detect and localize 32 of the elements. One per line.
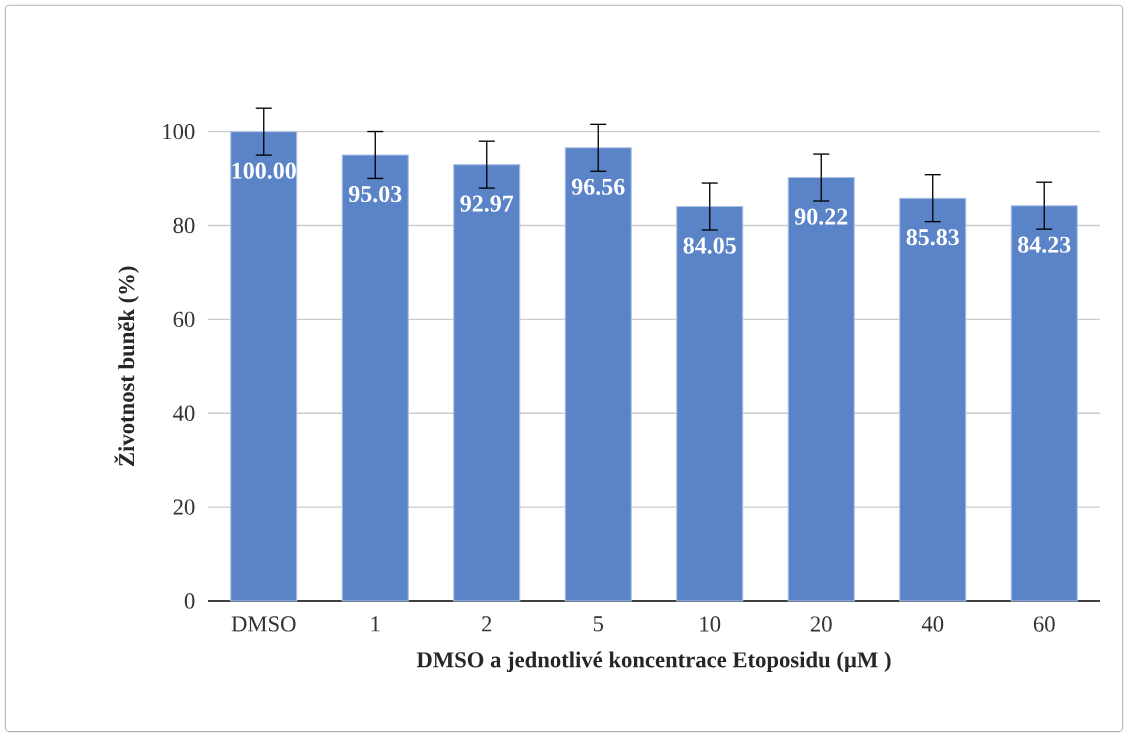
x-tick-label: 60: [1033, 616, 1055, 632]
data-label: 100.00: [232, 162, 296, 179]
y-tick-label: 100: [163, 124, 195, 140]
y-axis-title: Životnost buněk (%): [114, 266, 139, 466]
data-label: 92.97: [460, 195, 514, 212]
y-tick-label: 20: [173, 499, 195, 515]
x-axis-title: DMSO a jednotlivé koncentrace Etoposidu (µM ): [416, 651, 891, 673]
y-tick-label: 0: [184, 593, 195, 609]
y-tick-label: 80: [173, 217, 195, 234]
x-tick-label: DMSO: [231, 616, 296, 632]
bar: [787, 177, 855, 602]
bar: [899, 197, 967, 602]
bar: [564, 147, 632, 602]
y-tick-label: 60: [173, 311, 195, 328]
x-tick-label: 40: [921, 616, 944, 632]
bar: [230, 131, 298, 602]
data-label: 84.05: [683, 237, 736, 254]
y-tick-label: 40: [173, 405, 195, 421]
bar: [341, 154, 409, 602]
x-tick-label: 1: [371, 616, 380, 632]
bar: [676, 205, 744, 602]
x-tick-label: 2: [482, 616, 492, 632]
x-tick-label: 10: [700, 616, 721, 632]
data-label: 96.56: [571, 178, 625, 195]
data-label: 84.23: [1018, 236, 1071, 253]
bar: [453, 164, 521, 602]
data-label: 90.22: [794, 208, 848, 225]
data-label: 85.83: [906, 229, 959, 246]
data-label: 95.03: [348, 185, 402, 203]
bar: [1010, 205, 1078, 602]
x-tick-label: 5: [593, 616, 604, 632]
x-tick-label: 20: [810, 616, 832, 632]
